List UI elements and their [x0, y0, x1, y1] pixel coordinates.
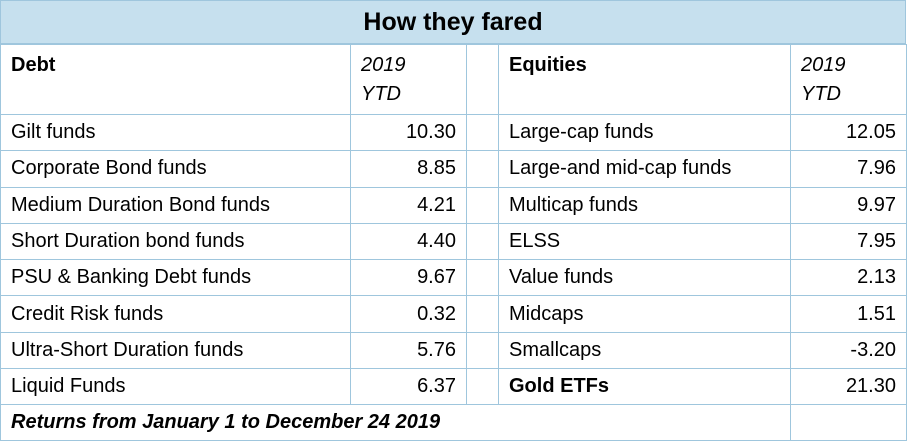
equity-value: 12.05 [790, 113, 907, 152]
table-row: Ultra-Short Duration funds 5.76 Smallcap… [0, 331, 907, 370]
footnote-empty-cell [790, 404, 907, 442]
debt-value: 4.21 [350, 186, 467, 224]
debt-value: 8.85 [350, 150, 467, 188]
equities-header: Equities [498, 44, 791, 115]
debt-period-header: 2019 YTD [350, 44, 467, 115]
debt-name: PSU & Banking Debt funds [0, 259, 351, 297]
table-row: Corporate Bond funds 8.85 Large-and mid-… [0, 150, 907, 188]
debt-name: Corporate Bond funds [0, 150, 351, 188]
equity-value: 2.13 [790, 259, 907, 297]
equity-value: 9.97 [790, 186, 907, 224]
spacer-cell [466, 150, 499, 188]
debt-value: 9.67 [350, 259, 467, 297]
debt-name: Credit Risk funds [0, 295, 351, 333]
spacer-cell [466, 295, 499, 333]
eq-period-header: 2019 YTD [790, 44, 907, 115]
equity-name: Large-and mid-cap funds [498, 150, 791, 188]
table-row: Short Duration bond funds 4.40 ELSS 7.95 [0, 222, 907, 261]
spacer-cell [466, 331, 499, 370]
debt-value: 0.32 [350, 295, 467, 333]
equity-value: 1.51 [790, 295, 907, 333]
equity-name: Multicap funds [498, 186, 791, 224]
equity-name: Midcaps [498, 295, 791, 333]
table-row: Medium Duration Bond funds 4.21 Multicap… [0, 186, 907, 224]
equity-value: 21.30 [790, 368, 907, 406]
spacer-cell [466, 368, 499, 406]
equity-value: 7.95 [790, 222, 907, 261]
table-row: Liquid Funds 6.37 Gold ETFs 21.30 [0, 368, 907, 406]
debt-value: 4.40 [350, 222, 467, 261]
debt-name: Liquid Funds [0, 368, 351, 406]
equity-name: Gold ETFs [498, 368, 791, 406]
debt-value: 5.76 [350, 331, 467, 370]
footnote-row: Returns from January 1 to December 24 20… [0, 404, 907, 442]
returns-table: Debt 2019 YTD Equities 2019 YTD Gilt funds… [0, 44, 907, 442]
header-row: Debt 2019 YTD Equities 2019 YTD [0, 44, 907, 115]
table-row: Credit Risk funds 0.32 Midcaps 1.51 [0, 295, 907, 333]
debt-value: 10.30 [350, 113, 467, 152]
equity-name: ELSS [498, 222, 791, 261]
equity-value: -3.20 [790, 331, 907, 370]
equity-name: Large-cap funds [498, 113, 791, 152]
equity-name: Smallcaps [498, 331, 791, 370]
debt-value: 6.37 [350, 368, 467, 406]
table-row: PSU & Banking Debt funds 9.67 Value fund… [0, 259, 907, 297]
spacer-cell [466, 186, 499, 224]
spacer-cell [466, 259, 499, 297]
debt-period-line2: YTD [361, 83, 401, 105]
debt-name: Gilt funds [0, 113, 351, 152]
debt-name: Medium Duration Bond funds [0, 186, 351, 224]
debt-name: Ultra-Short Duration funds [0, 331, 351, 370]
spacer-cell [466, 222, 499, 261]
spacer-cell [466, 113, 499, 152]
eq-period-line2: YTD [801, 83, 841, 105]
equity-value: 7.96 [790, 150, 907, 188]
debt-period-line1: 2019 [361, 54, 406, 76]
eq-period-line1: 2019 [801, 54, 846, 76]
equity-name: Value funds [498, 259, 791, 297]
spacer-cell [466, 44, 499, 115]
table-title: How they fared [0, 0, 906, 44]
debt-name: Short Duration bond funds [0, 222, 351, 261]
footnote: Returns from January 1 to December 24 20… [0, 404, 791, 442]
table-row: Gilt funds 10.30 Large-cap funds 12.05 [0, 113, 907, 152]
debt-header: Debt [0, 44, 351, 115]
